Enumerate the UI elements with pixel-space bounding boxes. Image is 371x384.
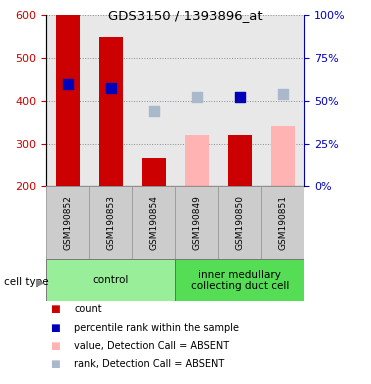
Bar [46,186,89,259]
Bar [271,126,295,186]
Text: ▶: ▶ [36,277,44,287]
Bar [89,15,132,186]
Bar [185,135,209,186]
Bar [218,15,261,186]
Bar [46,259,175,301]
Bar [132,186,175,259]
Text: ■: ■ [50,341,60,351]
Text: ■: ■ [50,323,60,333]
Text: GSM190852: GSM190852 [63,195,72,250]
Text: GSM190850: GSM190850 [235,195,244,250]
Bar [261,15,304,186]
Text: ■: ■ [50,304,60,314]
Bar [175,186,218,259]
Bar [218,186,261,259]
Text: inner medullary
collecting duct cell: inner medullary collecting duct cell [191,270,289,291]
Text: percentile rank within the sample: percentile rank within the sample [74,323,239,333]
Bar [261,186,304,259]
Text: value, Detection Call = ABSENT: value, Detection Call = ABSENT [74,341,229,351]
Bar [175,15,218,186]
Point [280,91,286,98]
Text: ■: ■ [50,359,60,369]
Bar [228,135,252,186]
Point [65,81,71,87]
Text: GSM190853: GSM190853 [106,195,115,250]
Text: rank, Detection Call = ABSENT: rank, Detection Call = ABSENT [74,359,224,369]
Bar [175,259,304,301]
Text: GSM190851: GSM190851 [278,195,287,250]
Bar [56,15,80,186]
Point [151,108,157,114]
Bar [132,15,175,186]
Text: control: control [93,275,129,285]
Point [194,93,200,99]
Bar [46,15,89,186]
Text: cell type: cell type [4,277,48,287]
Bar [142,159,165,186]
Bar [99,37,123,186]
Text: count: count [74,304,102,314]
Text: GDS3150 / 1393896_at: GDS3150 / 1393896_at [108,9,263,22]
Point [108,85,114,91]
Text: GSM190854: GSM190854 [149,195,158,250]
Text: GSM190849: GSM190849 [192,195,201,250]
Bar [89,186,132,259]
Point [237,93,243,99]
